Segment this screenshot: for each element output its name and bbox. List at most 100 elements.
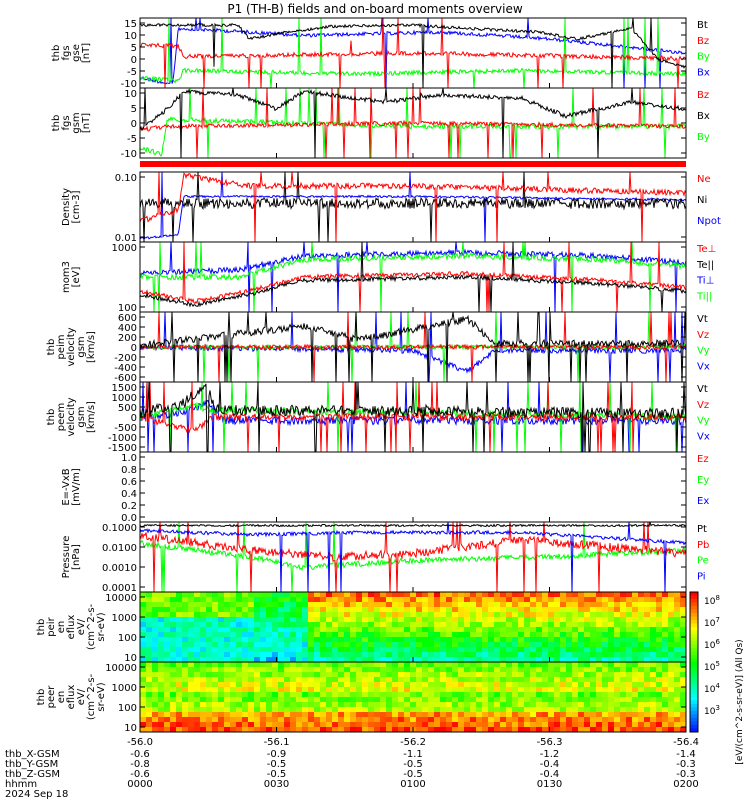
spectrogram-cell bbox=[260, 612, 267, 618]
spectrogram-cell bbox=[524, 632, 531, 638]
spectrogram-cell bbox=[248, 692, 255, 698]
spectrogram-cell bbox=[614, 642, 621, 648]
spectrogram-cell bbox=[662, 712, 669, 718]
spectrogram-cell bbox=[332, 597, 339, 603]
spectrogram-cell bbox=[464, 657, 471, 663]
spectrogram-cell bbox=[542, 617, 549, 623]
spectrogram-cell bbox=[284, 687, 291, 693]
x-row-label: hhmm bbox=[5, 779, 37, 790]
spectrogram-cell bbox=[662, 717, 669, 723]
spectrogram-cell bbox=[638, 652, 645, 658]
spectrogram-cell bbox=[170, 692, 177, 698]
spectrogram-cell bbox=[380, 722, 387, 728]
spectrogram-cell bbox=[614, 667, 621, 673]
spectrogram-cell bbox=[596, 672, 603, 678]
spectrogram-cell bbox=[644, 607, 651, 613]
spectrogram-cell bbox=[584, 597, 591, 603]
spectrogram-cell bbox=[332, 722, 339, 728]
spectrogram-cell bbox=[218, 617, 225, 623]
spectrogram-cell bbox=[572, 647, 579, 653]
spectrogram-cell bbox=[530, 592, 537, 598]
spectrogram-cell bbox=[320, 622, 327, 628]
spectrogram-cell bbox=[374, 702, 381, 708]
spectrogram-cell bbox=[434, 652, 441, 658]
legend-entry: Vx bbox=[697, 431, 710, 442]
spectrogram-cell bbox=[626, 697, 633, 703]
spectrogram-cell bbox=[146, 702, 153, 708]
spectrogram-cell bbox=[164, 712, 171, 718]
spectrogram-cell bbox=[584, 617, 591, 623]
spectrogram-cell bbox=[428, 642, 435, 648]
spectrogram-cell bbox=[152, 717, 159, 723]
spectrogram-cell bbox=[146, 712, 153, 718]
spectrogram-cell bbox=[344, 597, 351, 603]
spectrogram-cell bbox=[368, 687, 375, 693]
spectrogram-cell bbox=[158, 682, 165, 688]
spectrogram-cell bbox=[476, 722, 483, 728]
spectrogram-cell bbox=[152, 692, 159, 698]
spectrogram-cell bbox=[218, 687, 225, 693]
spectrogram-cell bbox=[626, 662, 633, 668]
spectrogram-cell bbox=[584, 722, 591, 728]
spectrogram-cell bbox=[560, 632, 567, 638]
spectrogram-cell bbox=[350, 647, 357, 653]
spectrogram-cell bbox=[158, 597, 165, 603]
spectrogram-cell bbox=[506, 717, 513, 723]
spectrogram-cell bbox=[266, 667, 273, 673]
pi-trace bbox=[140, 522, 686, 592]
spectrogram-cell bbox=[350, 592, 357, 598]
spectrogram-cell bbox=[602, 717, 609, 723]
spectrogram-cell bbox=[350, 717, 357, 723]
spectrogram-cell bbox=[608, 657, 615, 663]
spectrogram-cell bbox=[140, 637, 147, 643]
y-axis-label: [mV/m] bbox=[71, 468, 82, 506]
spectrogram-cell bbox=[368, 612, 375, 618]
spectrogram-cell bbox=[584, 592, 591, 598]
spectrogram-cell bbox=[368, 627, 375, 633]
legend-entry: Ez bbox=[697, 454, 709, 465]
spectrogram-cell bbox=[380, 667, 387, 673]
spectrogram-cell bbox=[440, 722, 447, 728]
spectrogram-cell bbox=[212, 597, 219, 603]
spectrogram-cell bbox=[404, 592, 411, 598]
spectrogram-cell bbox=[158, 677, 165, 683]
spectrogram-cell bbox=[590, 632, 597, 638]
spectrogram-cell bbox=[332, 727, 339, 733]
spectrogram-cell bbox=[260, 647, 267, 653]
colorbar-cell bbox=[690, 672, 698, 677]
spectrogram-cell bbox=[350, 712, 357, 718]
spectrogram-cell bbox=[482, 607, 489, 613]
spectrogram-cell bbox=[398, 637, 405, 643]
spectrogram-cell bbox=[494, 712, 501, 718]
spectrogram-cell bbox=[248, 717, 255, 723]
spectrogram-cell bbox=[674, 727, 681, 733]
spectrogram-cell bbox=[656, 632, 663, 638]
spectrogram-cell bbox=[242, 692, 249, 698]
spectrogram-cell bbox=[590, 622, 597, 628]
spectrogram-cell bbox=[590, 602, 597, 608]
spectrogram-cell bbox=[680, 687, 687, 693]
spectrogram-cell bbox=[230, 607, 237, 613]
spectrogram-cell bbox=[188, 652, 195, 658]
spectrogram-cell bbox=[188, 597, 195, 603]
spectrogram-cell bbox=[554, 627, 561, 633]
spectrogram-cell bbox=[320, 592, 327, 598]
spectrogram-cell bbox=[614, 602, 621, 608]
spectrogram-cell bbox=[542, 637, 549, 643]
spectrogram-cell bbox=[392, 722, 399, 728]
spectrogram-cell bbox=[578, 627, 585, 633]
spectrogram-cell bbox=[386, 662, 393, 668]
spectrogram-cell bbox=[152, 662, 159, 668]
spectrogram-cell bbox=[188, 692, 195, 698]
spectrogram-cell bbox=[512, 637, 519, 643]
spectrogram-cell bbox=[236, 597, 243, 603]
spectrogram-cell bbox=[350, 622, 357, 628]
spectrogram-cell bbox=[656, 627, 663, 633]
spectrogram-cell bbox=[170, 607, 177, 613]
spectrogram-cell bbox=[644, 597, 651, 603]
spectrogram-cell bbox=[170, 662, 177, 668]
spectrogram-cell bbox=[506, 712, 513, 718]
spectrogram-cell bbox=[254, 612, 261, 618]
spectrogram-cell bbox=[254, 662, 261, 668]
spectrogram-cell bbox=[308, 672, 315, 678]
